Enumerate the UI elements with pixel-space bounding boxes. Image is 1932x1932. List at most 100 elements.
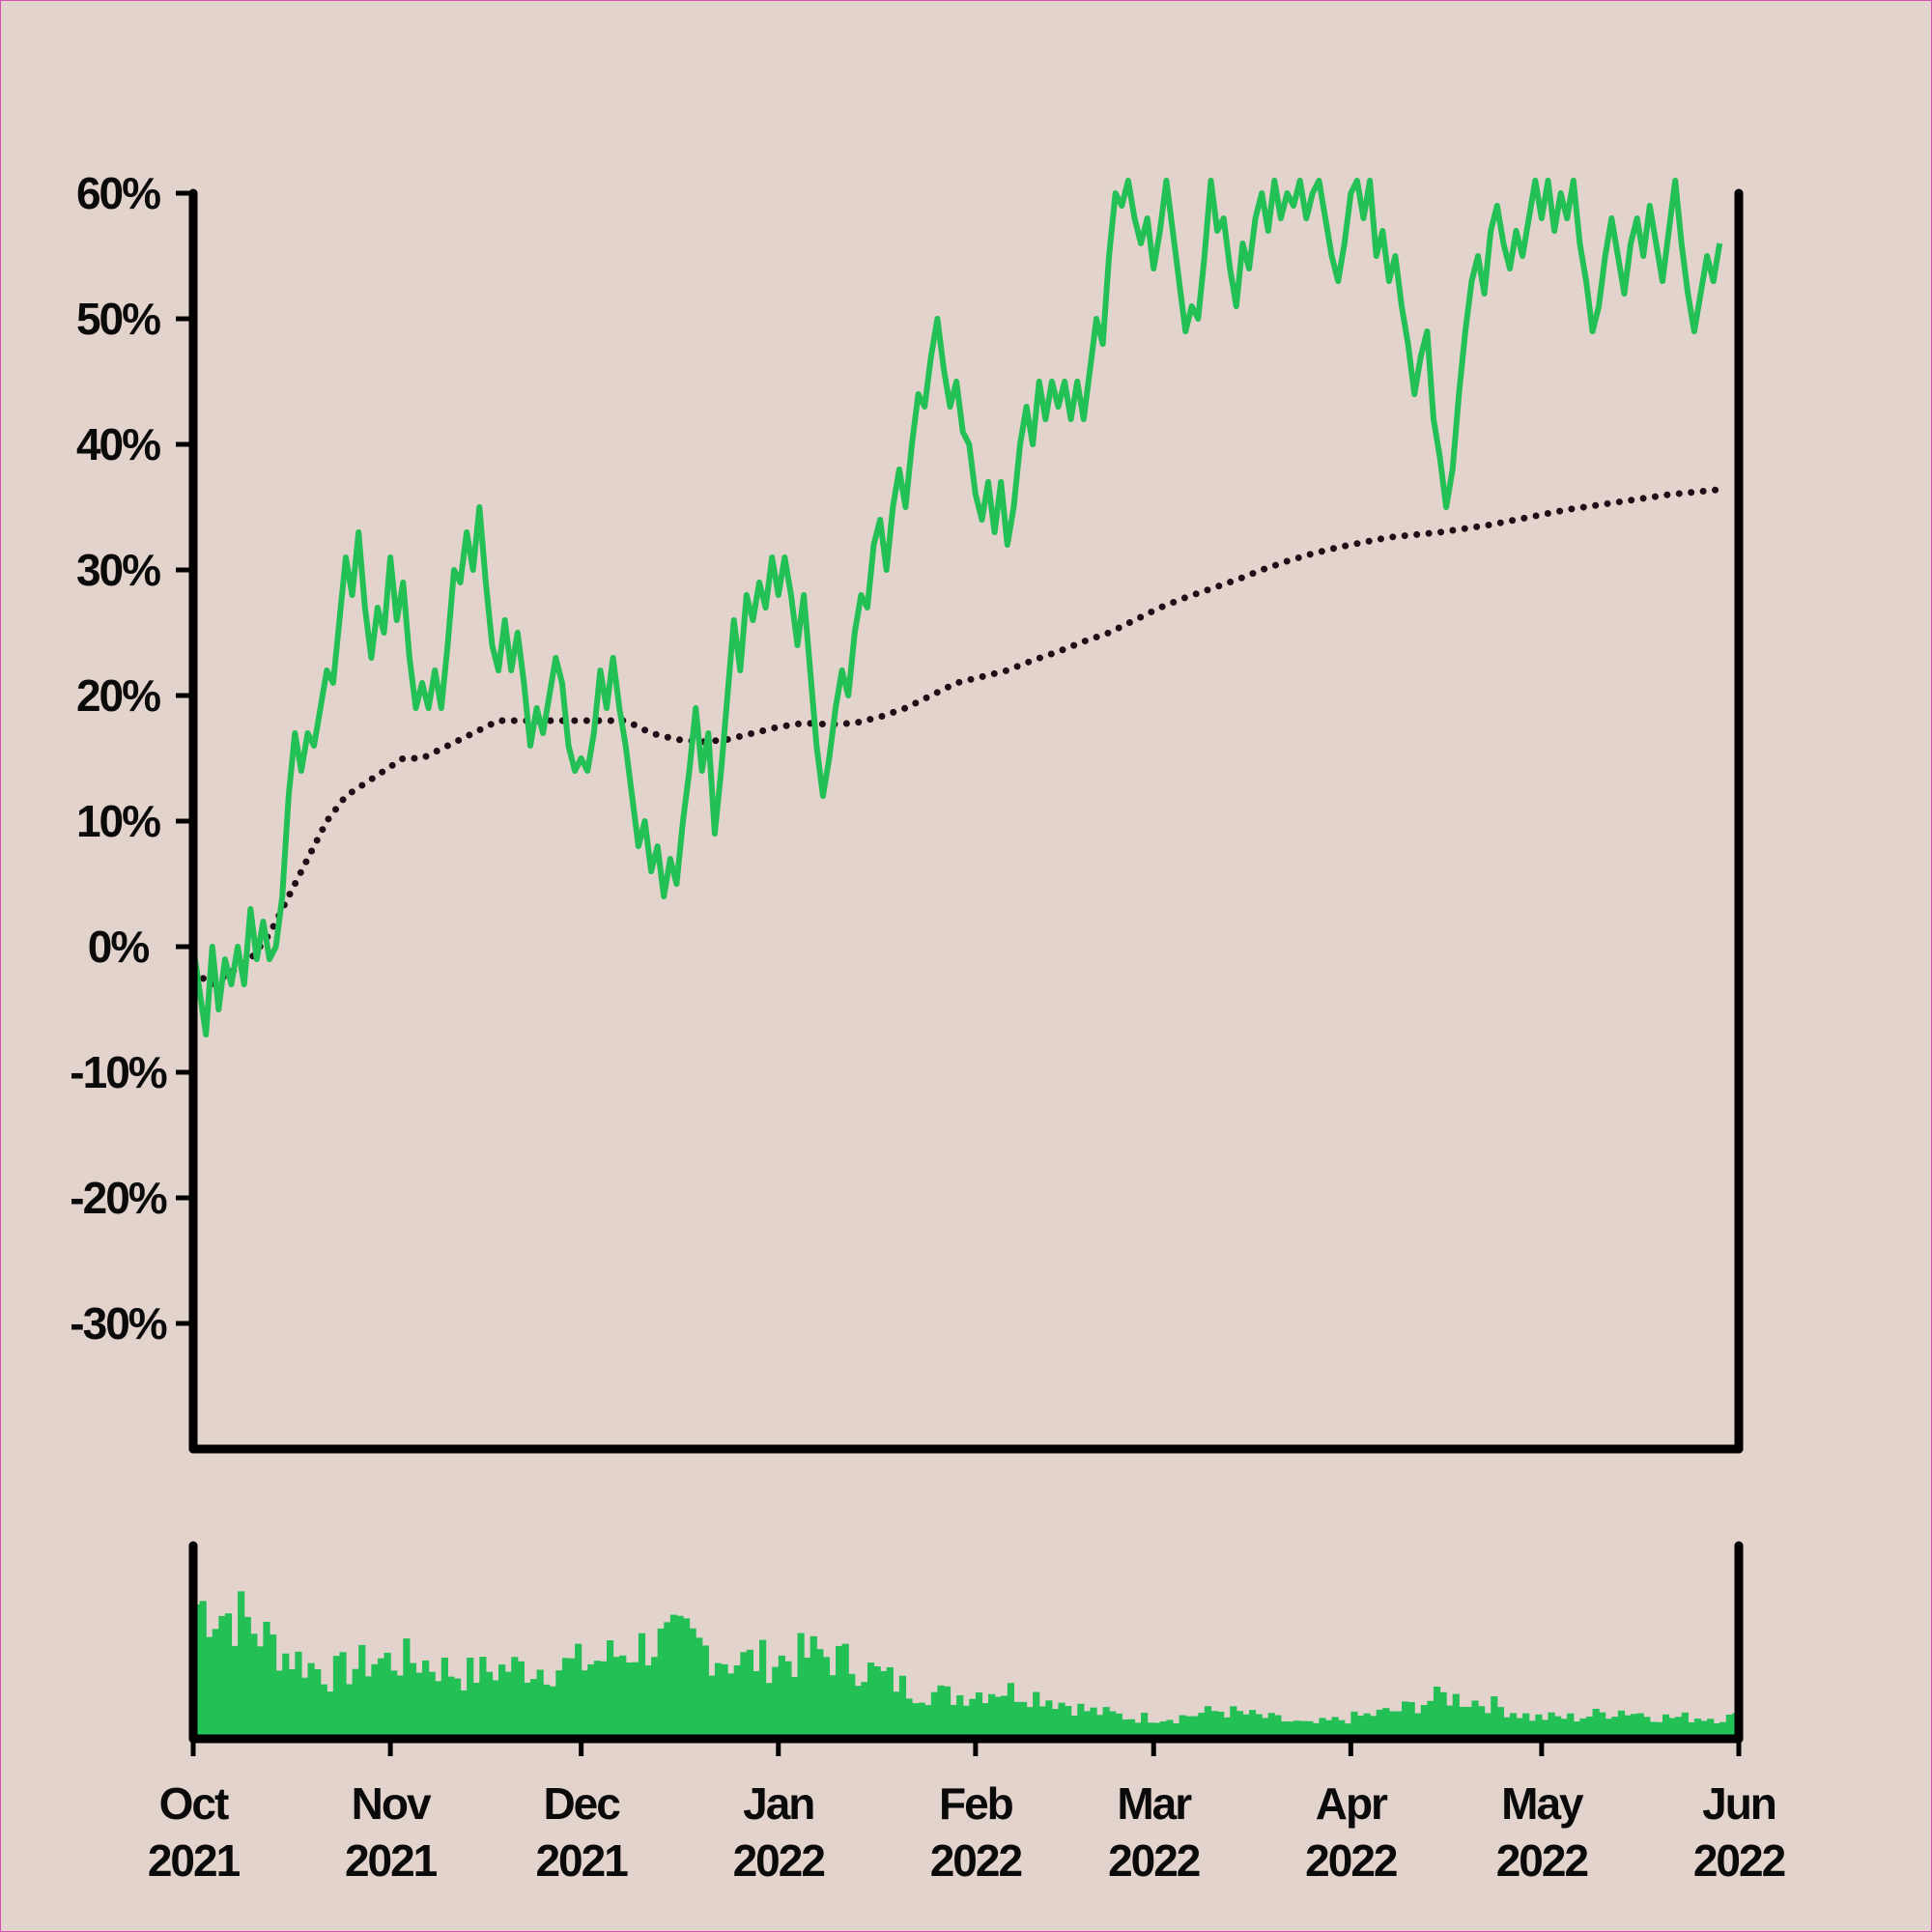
volume-bar: [836, 1645, 843, 1739]
x-tick-label-month: Mar: [1117, 1778, 1192, 1829]
volume-bar: [320, 1684, 327, 1739]
volume-bar: [912, 1703, 920, 1739]
y-tick-label: 20%: [76, 670, 160, 721]
volume-bar: [867, 1662, 875, 1739]
volume-bar: [625, 1662, 633, 1739]
volume-bar: [664, 1622, 671, 1739]
volume-bar: [943, 1686, 952, 1739]
volume-bar: [1306, 1720, 1314, 1739]
moving-average-line: [189, 486, 1723, 989]
volume-bar: [1541, 1719, 1549, 1739]
volume-bar: [1287, 1721, 1294, 1739]
volume-bar: [1255, 1714, 1263, 1739]
volume-bar: [1624, 1715, 1632, 1739]
volume-bar: [224, 1613, 233, 1739]
volume-bar: [1516, 1718, 1523, 1739]
volume-bar: [669, 1614, 678, 1739]
volume-bar: [1038, 1706, 1046, 1739]
volume-bar: [517, 1661, 525, 1739]
volume-bar: [581, 1670, 588, 1739]
volume-bar: [1338, 1719, 1346, 1739]
x-tick-label-month: Jun: [1702, 1778, 1776, 1829]
y-axis-ticks: 60% 50% 40% 30% 20% 10% 0% -10% -20% -30%: [70, 168, 193, 1349]
volume-bar: [1370, 1716, 1378, 1739]
y-tick-label: -20%: [70, 1173, 166, 1223]
volume-bar: [1350, 1711, 1358, 1739]
x-tick-label-year: 2021: [535, 1835, 628, 1886]
volume-bar: [300, 1677, 309, 1739]
volume-bar: [638, 1633, 646, 1739]
volume-bar: [898, 1675, 907, 1739]
volume-bar: [1649, 1721, 1657, 1739]
volume-bar: [962, 1705, 970, 1739]
volume-bar: [1134, 1722, 1142, 1739]
volume-bar: [1611, 1717, 1619, 1739]
volume-bar: [1198, 1713, 1206, 1739]
volume-panel: [188, 1541, 1744, 1744]
volume-bar: [295, 1651, 302, 1739]
volume-bar: [873, 1665, 881, 1739]
x-tick-label-year: 2022: [1305, 1835, 1397, 1886]
volume-bar: [1344, 1723, 1351, 1739]
x-tick-label-month: Oct: [159, 1778, 229, 1829]
volume-bar: [644, 1664, 652, 1739]
volume-bar: [243, 1616, 251, 1739]
volume-bar: [511, 1657, 519, 1739]
volume-bar: [1007, 1683, 1014, 1739]
volume-bar: [314, 1668, 322, 1739]
volume-bar: [822, 1657, 831, 1739]
volume-bar: [467, 1658, 474, 1739]
volume-bar: [1617, 1710, 1626, 1739]
volume-bar: [479, 1657, 487, 1739]
volume-bar: [1407, 1702, 1415, 1739]
volume-bar: [1141, 1713, 1149, 1739]
volume-bar: [384, 1652, 391, 1739]
x-tick-label-year: 2021: [148, 1835, 241, 1886]
price-line: [190, 178, 1723, 1037]
volume-bar: [854, 1686, 862, 1739]
volume-bar: [1713, 1722, 1720, 1739]
volume-bar: [893, 1691, 900, 1739]
volume-bar: [1312, 1722, 1321, 1739]
volume-bar: [606, 1640, 614, 1739]
volume-bar: [1319, 1718, 1326, 1739]
x-tick-label-year: 2022: [1108, 1835, 1200, 1886]
volume-bar: [810, 1635, 817, 1739]
volume-bar: [307, 1662, 315, 1739]
volume-bar: [1280, 1720, 1289, 1739]
x-tick-label-year: 2022: [733, 1835, 825, 1886]
volume-bar: [1420, 1705, 1428, 1739]
volume-bar: [829, 1675, 837, 1739]
volume-bar: [346, 1684, 354, 1739]
x-axis-ticks: Oct 2021 Nov 2021 Dec 2021 Jan 2022 Feb 2022 Mar 20…: [148, 1739, 1787, 1886]
volume-bar: [714, 1662, 723, 1739]
volume-bar: [1528, 1720, 1536, 1739]
volume-bar: [918, 1702, 925, 1739]
volume-bar: [440, 1657, 448, 1739]
volume-bar: [676, 1615, 684, 1739]
volume-bar: [587, 1663, 595, 1739]
volume-bar: [975, 1691, 983, 1739]
volume-bar: [1599, 1712, 1606, 1739]
volume-bar: [549, 1686, 556, 1739]
volume-bar: [740, 1652, 748, 1739]
volume-bar: [1356, 1716, 1365, 1739]
x-tick-label-year: 2022: [930, 1835, 1022, 1886]
volume-bar: [1045, 1700, 1053, 1739]
volume-bar: [1560, 1719, 1568, 1739]
volume-bar: [1166, 1719, 1174, 1739]
volume-bar: [790, 1676, 799, 1739]
volume-bar: [472, 1683, 480, 1739]
volume-bar: [1122, 1719, 1129, 1739]
volume-bar: [880, 1670, 888, 1739]
price-panel: [188, 178, 1744, 1454]
volume-bar: [1605, 1719, 1612, 1739]
volume-bar: [1267, 1713, 1275, 1739]
volume-bar: [753, 1670, 760, 1739]
volume-bar: [352, 1668, 359, 1739]
volume-bar: [1095, 1715, 1104, 1739]
volume-bar: [1026, 1707, 1034, 1739]
volume-bar: [1325, 1719, 1333, 1739]
volume-bar: [1491, 1696, 1498, 1739]
